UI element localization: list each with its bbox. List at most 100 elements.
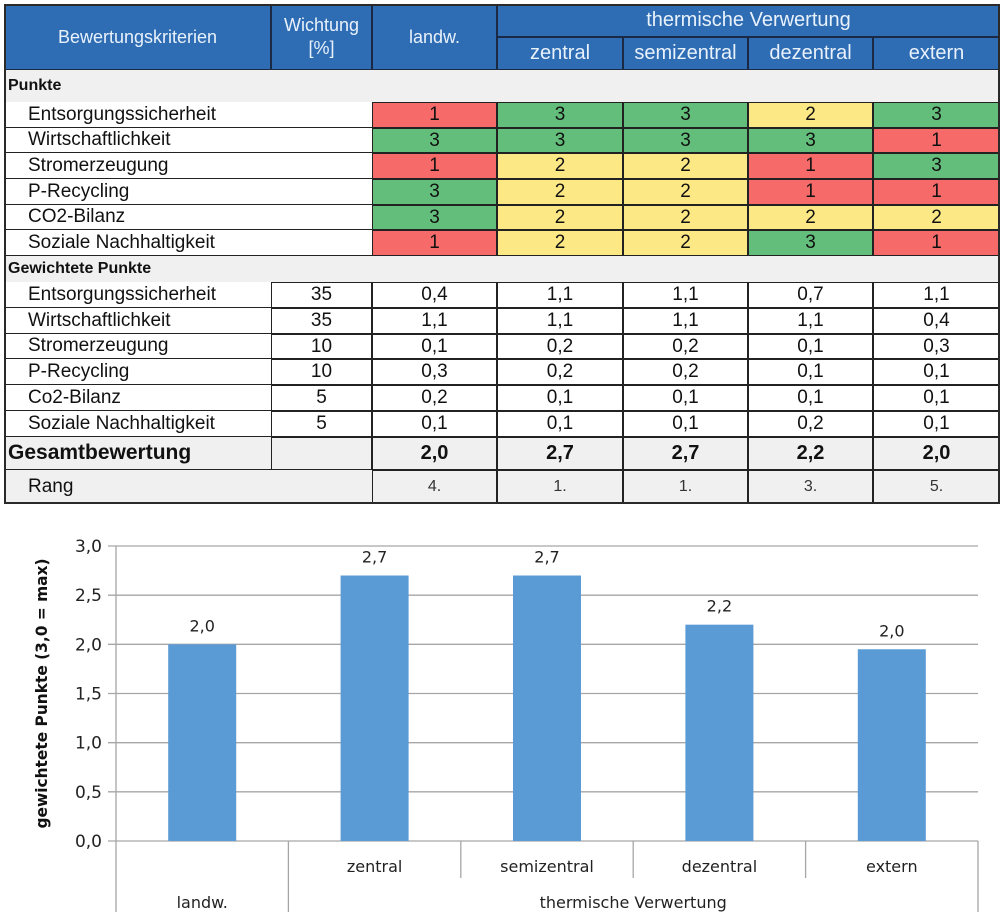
points-cell: 2: [497, 179, 623, 205]
rank-cell: 3.: [748, 470, 873, 504]
weighted-row-label: Entsorgungssicherheit: [4, 282, 271, 308]
points-cell: 1: [873, 128, 1000, 153]
header-sub-zentral: zentral: [497, 37, 623, 70]
x-category-label: extern: [866, 857, 918, 876]
bar-semizentral: [513, 575, 581, 841]
total-cell: 2,7: [623, 437, 748, 470]
points-cell: 3: [372, 128, 497, 153]
points-cell: 3: [748, 230, 873, 256]
weighted-row-weight: 35: [271, 308, 372, 334]
weighted-cell: 1,1: [623, 308, 748, 334]
weighted-cell: 0,1: [372, 334, 497, 359]
weighted-cell: 0,4: [372, 282, 497, 308]
weighted-row-weight: 5: [271, 385, 372, 411]
points-cell: 1: [748, 179, 873, 205]
points-cell: 2: [748, 205, 873, 230]
total-cell: 2,7: [497, 437, 623, 470]
weighted-row-label: Co2-Bilanz: [4, 385, 271, 411]
y-tick-label: 0,5: [75, 783, 102, 803]
y-tick-label: 1,5: [75, 685, 102, 705]
header-criteria: Bewertungskriterien: [4, 4, 271, 70]
weighted-cell: 0,1: [873, 359, 1000, 385]
y-tick-label: 3,0: [75, 537, 102, 557]
points-cell: 1: [748, 153, 873, 179]
data-label: 2,7: [362, 548, 387, 567]
weighted-cell: 0,2: [623, 359, 748, 385]
total-label: Gesamtbewertung: [4, 437, 271, 470]
weighted-cell: 0,2: [623, 334, 748, 359]
points-cell: 2: [623, 205, 748, 230]
weighted-cell: 0,7: [748, 282, 873, 308]
x-category-label: dezentral: [682, 857, 757, 876]
header-weight-line1: Wichtung: [283, 15, 360, 35]
points-row-label: CO2-Bilanz: [4, 205, 372, 230]
data-label: 2,0: [189, 616, 214, 635]
weighted-row-weight: 10: [271, 334, 372, 359]
x-group-label-thermal: thermische Verwertung: [540, 893, 727, 912]
header-landw: landw.: [372, 4, 497, 70]
bar-zentral: [340, 575, 409, 841]
points-cell: 1: [372, 102, 497, 128]
section-points: Punkte: [4, 70, 1000, 102]
data-label: 2,2: [707, 597, 732, 616]
total-weight-empty: [271, 437, 372, 470]
rank-cell: 4.: [372, 470, 497, 504]
weighted-row-label: Wirtschaftlichkeit: [4, 308, 271, 334]
rank-cell: 1.: [623, 470, 748, 504]
total-cell: 2,0: [873, 437, 1000, 470]
bar-dezentral: [685, 624, 754, 841]
weighted-cell: 0,3: [372, 359, 497, 385]
weighted-cell: 0,1: [623, 411, 748, 437]
points-cell: 3: [623, 128, 748, 153]
weighted-row-weight: 35: [271, 282, 372, 308]
points-cell: 1: [372, 230, 497, 256]
points-cell: 3: [372, 205, 497, 230]
points-cell: 3: [873, 153, 1000, 179]
points-cell: 2: [873, 205, 1000, 230]
weighted-cell: 1,1: [873, 282, 1000, 308]
weighted-cell: 0,2: [372, 385, 497, 411]
rank-label: Rang: [4, 470, 372, 504]
points-cell: 2: [623, 153, 748, 179]
points-cell: 2: [623, 230, 748, 256]
data-label: 2,7: [534, 548, 559, 567]
weighted-cell: 0,2: [748, 411, 873, 437]
points-row-label: Stromerzeugung: [4, 153, 372, 179]
section-weighted: Gewichtete Punkte: [4, 256, 1000, 282]
weighted-row-weight: 10: [271, 359, 372, 385]
points-cell: 1: [873, 230, 1000, 256]
weighted-cell: 0,1: [497, 411, 623, 437]
points-row-label: P-Recycling: [4, 179, 372, 205]
points-cell: 2: [497, 230, 623, 256]
x-category-label: semizentral: [500, 857, 594, 876]
weighted-row-label: Soziale Nachhaltigkeit: [4, 411, 271, 437]
y-tick-label: 0,0: [75, 832, 102, 852]
points-row-label: Soziale Nachhaltigkeit: [4, 230, 372, 256]
points-row-label: Entsorgungssicherheit: [4, 102, 372, 128]
weighted-cell: 0,1: [748, 334, 873, 359]
x-group-label-landw: landw.: [177, 893, 228, 912]
weighted-cell: 1,1: [497, 282, 623, 308]
points-cell: 3: [873, 102, 1000, 128]
weighted-cell: 1,1: [372, 308, 497, 334]
points-cell: 1: [372, 153, 497, 179]
weighted-cell: 1,1: [748, 308, 873, 334]
weighted-cell: 0,1: [372, 411, 497, 437]
points-cell: 2: [497, 153, 623, 179]
weighted-cell: 1,1: [497, 308, 623, 334]
bar-landw: [168, 644, 237, 841]
points-cell: 3: [623, 102, 748, 128]
header-sub-dezentral: dezentral: [748, 37, 873, 70]
weighted-cell: 0,1: [623, 385, 748, 411]
weighted-cell: 0,4: [873, 308, 1000, 334]
total-cell: 2,2: [748, 437, 873, 470]
y-tick-label: 2,5: [75, 586, 102, 606]
y-tick-label: 2,0: [75, 635, 102, 655]
weighted-cell: 0,1: [748, 385, 873, 411]
points-cell: 3: [372, 179, 497, 205]
x-category-label: zentral: [347, 857, 402, 876]
weighted-row-label: Stromerzeugung: [4, 334, 271, 359]
weighted-row-weight: 5: [271, 411, 372, 437]
header-sub-semizentral: semizentral: [623, 37, 748, 70]
points-cell: 3: [497, 128, 623, 153]
